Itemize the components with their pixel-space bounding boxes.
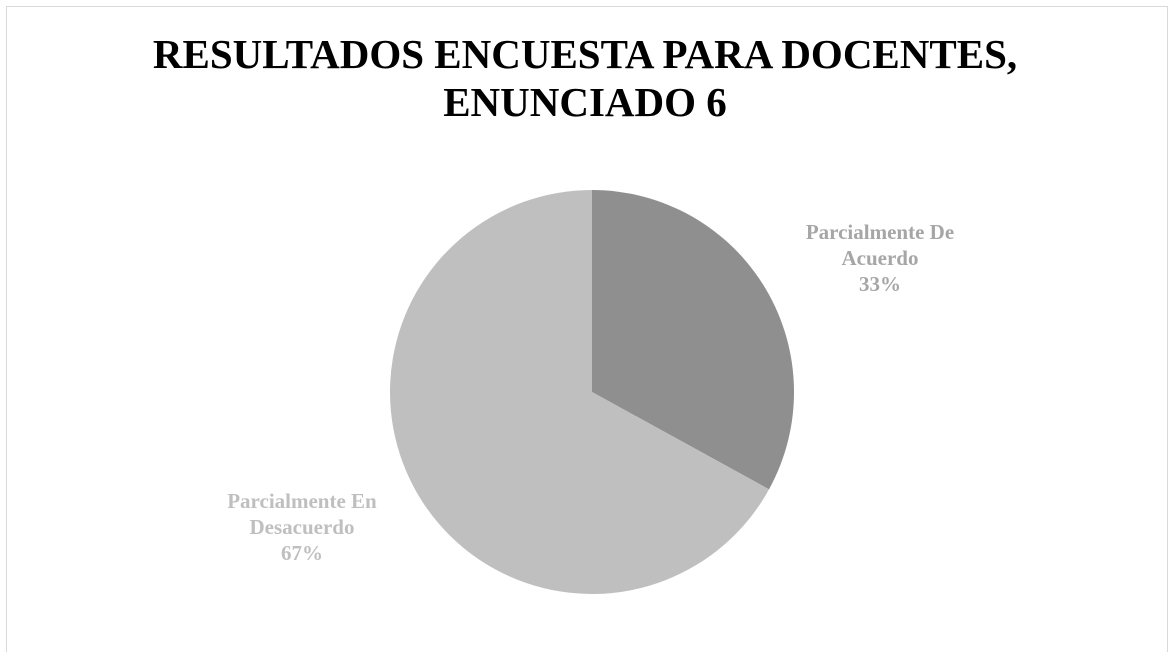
pie-slice [592,190,794,490]
category-label: Parcialmente De Acuerdo [805,220,955,270]
data-label: Parcialmente En Desacuerdo 67% [182,488,422,566]
value-label: 67% [281,541,323,565]
chart-title: RESULTADOS ENCUESTA PARA DOCENTES, ENUNC… [152,31,1018,125]
pie-slice [390,190,770,594]
value-label: 33% [859,272,901,296]
data-label: Parcialmente De Acuerdo 33% [760,219,1000,297]
category-label: Parcialmente En Desacuerdo [227,489,377,539]
chart-frame [6,6,1168,652]
